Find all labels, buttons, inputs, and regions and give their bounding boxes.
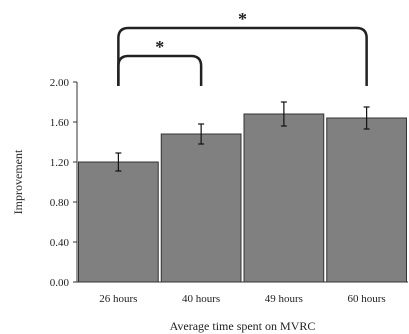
axes-layer: 26 hours 40 hours 49 hours 60 hours 0.00 0.40… bbox=[50, 77, 408, 305]
y-tick-label: 1.60 bbox=[50, 117, 70, 129]
significance-star: * bbox=[238, 9, 247, 29]
bar-49-hours bbox=[243, 113, 325, 283]
bar-60-hours bbox=[326, 117, 407, 283]
bar-40-hours bbox=[160, 133, 242, 283]
significance-star: * bbox=[155, 37, 164, 57]
x-tick-label: 40 hours bbox=[182, 293, 220, 305]
significance-layer: ** bbox=[117, 9, 368, 86]
y-tick-label: 0.40 bbox=[50, 237, 70, 249]
bar-26-hours bbox=[78, 161, 159, 283]
y-tick-label: 0.80 bbox=[50, 197, 70, 209]
y-tick-label: 1.20 bbox=[50, 157, 70, 169]
x-tick-label: 26 hours bbox=[99, 293, 137, 305]
bars-layer bbox=[78, 113, 407, 283]
y-tick-label: 2.00 bbox=[50, 77, 70, 89]
error-bars-layer bbox=[115, 101, 370, 172]
y-tick-label: 0.00 bbox=[50, 277, 70, 289]
significance-bracket bbox=[117, 54, 203, 86]
significance-bracket bbox=[117, 26, 368, 86]
y-axis-title: Improvement bbox=[11, 149, 25, 214]
x-axis-title: Average time spent on MVRC bbox=[170, 319, 316, 333]
x-tick-label: 49 hours bbox=[265, 293, 303, 305]
x-tick-label: 60 hours bbox=[348, 293, 386, 305]
